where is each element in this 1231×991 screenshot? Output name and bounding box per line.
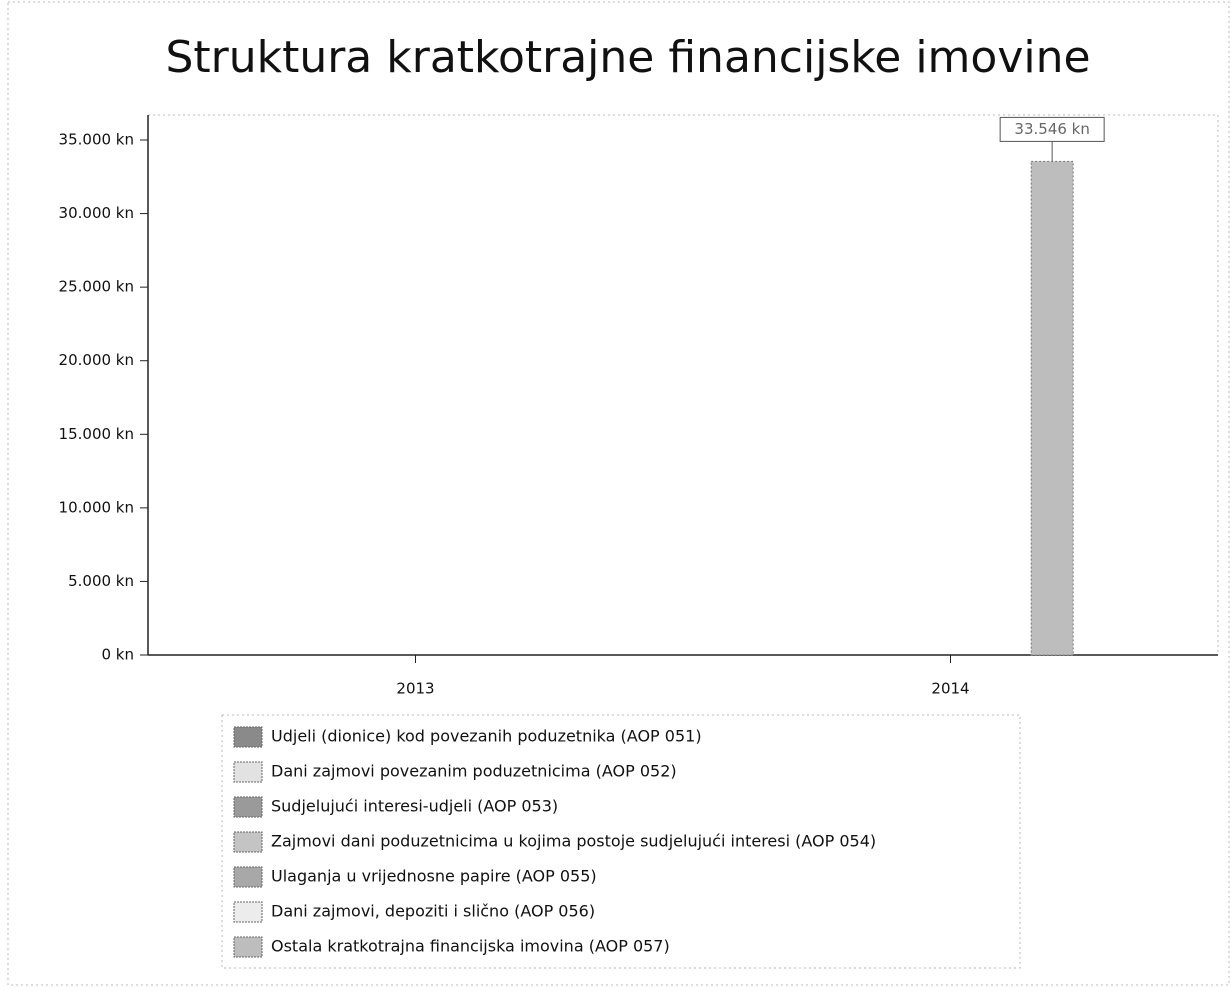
data-label-box (999, 116, 1105, 142)
legend-label: Dani zajmovi povezanim poduzetnicima (AO… (271, 762, 677, 781)
bar (1030, 160, 1074, 656)
legend-swatch (233, 761, 263, 783)
legend-swatch (233, 726, 263, 748)
legend-swatch (233, 866, 263, 888)
y-tick-label: 10.000 kn (59, 498, 134, 516)
legend-label: Ulaganja u vrijednosne papire (AOP 055) (271, 867, 597, 886)
chart-frame (7, 1, 1230, 986)
y-tick-label: 30.000 kn (59, 204, 134, 222)
y-tick-label: 15.000 kn (59, 425, 134, 443)
y-tick-label: 5.000 kn (68, 572, 134, 590)
chart-title: Struktura kratkotrajne financijske imovi… (165, 32, 1090, 83)
legend-frame (221, 714, 1021, 969)
legend-label: Zajmovi dani poduzetnicima u kojima post… (271, 832, 876, 851)
legend-swatch (233, 936, 263, 958)
x-tick-label: 2013 (396, 680, 434, 698)
y-tick-label: 20.000 kn (59, 351, 134, 369)
legend-swatch (233, 831, 263, 853)
data-label: 33.546 kn (1014, 120, 1089, 138)
x-tick-label: 2014 (931, 680, 969, 698)
y-tick-label: 25.000 kn (59, 278, 134, 296)
legend-label: Ostala kratkotrajna financijska imovina … (271, 937, 670, 956)
legend-swatch (233, 796, 263, 818)
legend-swatch (233, 901, 263, 923)
legend-label: Sudjelujući interesi-udjeli (AOP 053) (271, 797, 558, 816)
legend-label: Dani zajmovi, depoziti i slično (AOP 056… (271, 902, 595, 921)
y-tick-label: 0 kn (101, 646, 134, 664)
y-tick-label: 35.000 kn (59, 131, 134, 149)
legend-label: Udjeli (dionice) kod povezanih poduzetni… (271, 727, 702, 746)
